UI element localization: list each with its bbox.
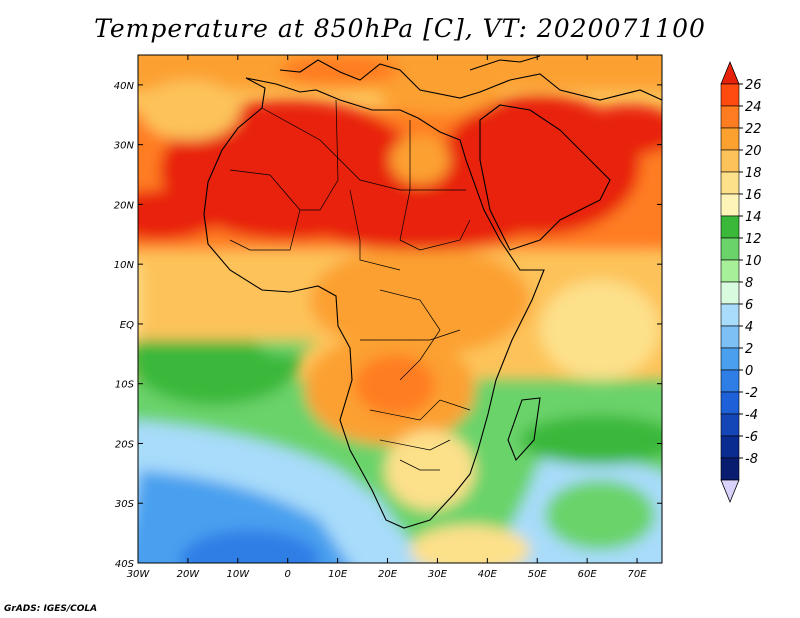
lon-label: 10W: [226, 569, 250, 580]
colorbar-label: 24: [745, 100, 762, 115]
colorbar-label: 20: [745, 144, 762, 159]
colorbar-swatch: [720, 105, 740, 129]
colorbar-label: 4: [745, 320, 753, 335]
grads-credit: GrADS: IGES/COLA: [4, 604, 98, 614]
colorbar-label: 18: [745, 166, 762, 181]
colorbar-swatch: [720, 171, 740, 195]
lat-label: EQ: [120, 320, 134, 331]
lon-label: 10E: [328, 569, 348, 580]
colorbar-swatch: [720, 215, 740, 239]
colorbar-swatch: [720, 127, 740, 151]
colorbar-label: 14: [745, 210, 762, 225]
colorbar-swatch: [720, 413, 740, 437]
lon-label: 0: [285, 569, 291, 580]
colorbar-swatch: [720, 281, 740, 305]
lat-label: 30S: [115, 499, 135, 510]
coastlines: [203, 55, 662, 529]
lat-label: 20S: [115, 439, 135, 450]
colorbar-label: 26: [745, 78, 762, 93]
lat-label: 40S: [115, 559, 135, 570]
colorbar-label: -2: [745, 386, 758, 401]
colorbar-swatch: [720, 149, 740, 173]
colorbar-min-arrow: [720, 479, 740, 504]
lon-label: 20E: [378, 569, 398, 580]
lat-label: 40N: [114, 81, 135, 92]
lat-label: 10N: [114, 260, 135, 271]
lon-label: 60E: [578, 569, 598, 580]
colorbar-label: 22: [745, 122, 762, 137]
colorbar-label: 16: [745, 188, 762, 203]
colorbar-label: 6: [745, 298, 753, 313]
colorbar-swatch: [720, 347, 740, 371]
lon-label: 20W: [177, 569, 201, 580]
colorbar-label: 10: [745, 254, 762, 269]
lon-label: 30W: [127, 569, 151, 580]
colorbar-swatch: [720, 303, 740, 327]
latitude-ticks: 40N 30N 20N 10N EQ 10S 20S 30S 40S: [114, 81, 662, 570]
lon-label: 50E: [528, 569, 548, 580]
colorbar-label: 8: [745, 276, 753, 291]
lon-label: 70E: [628, 569, 648, 580]
colorbar-swatch: [720, 83, 740, 107]
colorbar-max-arrow: [720, 60, 740, 85]
colorbar-label: 0: [745, 364, 753, 379]
colorbar-label: -4: [745, 408, 758, 423]
lat-label: 20N: [114, 200, 135, 211]
colorbar-swatch: [720, 193, 740, 217]
colorbar-label: -6: [745, 430, 758, 445]
colorbar-swatch: [720, 391, 740, 415]
colorbar-swatch: [720, 259, 740, 283]
longitude-ticks: 30W 20W 10W 0 10E 20E 30E 40E 50E 60E 70E: [127, 55, 648, 580]
colorbar-swatch: [720, 325, 740, 349]
lat-label: 30N: [114, 141, 135, 152]
colorbar-label: 2: [745, 342, 753, 357]
colorbar-swatch: [720, 369, 740, 393]
lon-label: 40E: [478, 569, 498, 580]
country-borders: [229, 99, 471, 471]
map-title: Temperature at 850hPa [C], VT: 202007110…: [94, 14, 706, 43]
colorbar-swatch: [720, 457, 740, 481]
lat-label: 10S: [115, 380, 135, 391]
colorbar-label: 12: [745, 232, 762, 247]
colorbar-label: -8: [745, 452, 758, 467]
temperature-field: [138, 55, 662, 563]
colorbar-swatch: [720, 237, 740, 261]
map-frame: [137, 54, 663, 564]
colorbar-swatch: [720, 435, 740, 459]
lon-label: 30E: [428, 569, 448, 580]
